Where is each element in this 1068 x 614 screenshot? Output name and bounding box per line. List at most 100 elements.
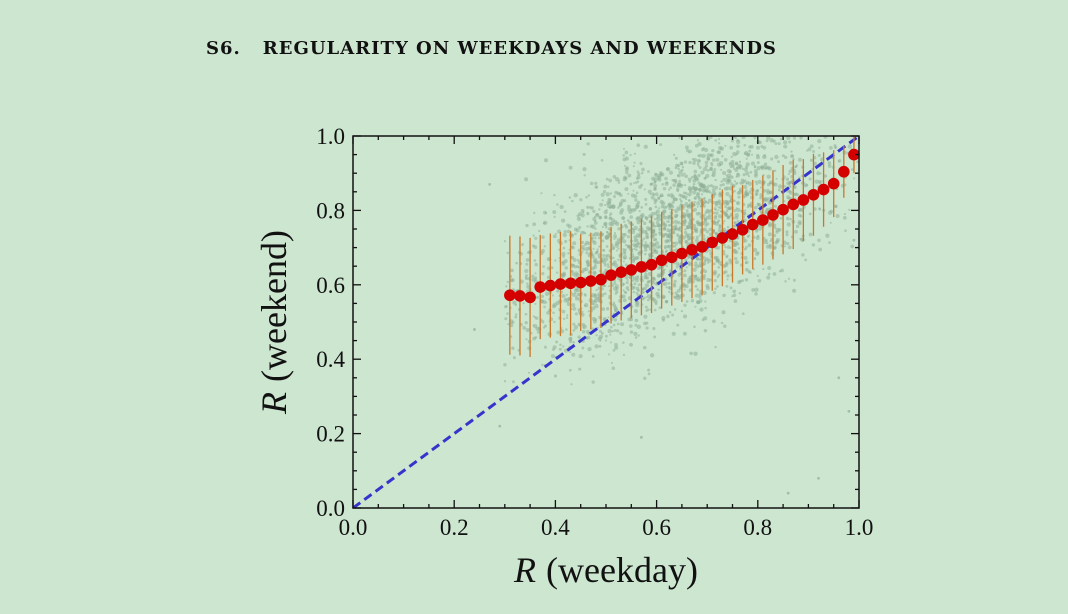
scatter-point [595, 186, 598, 189]
scatter-point [602, 260, 607, 265]
scatter-point [614, 307, 619, 312]
scatter-point [658, 231, 661, 234]
scatter-point [590, 293, 596, 298]
scatter-point [606, 230, 609, 234]
scatter-point [679, 197, 682, 201]
scatter-point [503, 362, 507, 367]
scatter-point [733, 208, 737, 213]
scatter-point [661, 316, 666, 321]
scatter-point [732, 289, 737, 294]
scatter-point [853, 177, 856, 180]
scatter-point [688, 275, 693, 280]
scatter-point [694, 284, 698, 288]
scatter-point [673, 213, 679, 218]
scatter-point [610, 361, 614, 364]
scatter-point [788, 160, 793, 165]
scatter-point [774, 154, 779, 160]
scatter-point [658, 227, 662, 231]
scatter-point [743, 211, 747, 215]
scatter-point [644, 216, 647, 219]
scatter-point [720, 180, 723, 183]
scatter-point [662, 186, 667, 191]
scatter-point [766, 174, 771, 179]
scatter-point [767, 221, 773, 227]
scatter-point [718, 142, 721, 145]
scatter-point [592, 216, 597, 222]
scatter-point [642, 296, 646, 300]
scatter-point [672, 249, 676, 252]
scatter-point [622, 177, 627, 182]
scatter-point [678, 136, 681, 139]
scatter-point [571, 352, 576, 357]
y-axis-title: R (weekend) [254, 230, 294, 415]
scatter-point [614, 263, 619, 268]
scatter-point [774, 226, 777, 230]
scatter-point [593, 221, 598, 225]
scatter-point [701, 188, 706, 193]
scatter-point [620, 322, 625, 327]
scatter-point [651, 280, 656, 285]
scatter-point [693, 174, 698, 179]
scatter-point [644, 229, 648, 233]
scatter-point [599, 329, 602, 333]
scatter-point [618, 179, 621, 182]
scatter-point [808, 232, 813, 237]
scatter-point [667, 244, 671, 248]
scatter-point [643, 188, 646, 191]
scatter-point [743, 143, 747, 147]
scatter-point [524, 177, 529, 182]
scatter-point [624, 187, 629, 192]
scatter-point [526, 282, 529, 285]
scatter-point [769, 138, 774, 143]
scatter-point [588, 234, 591, 237]
scatter-point [659, 143, 663, 147]
scatter-point [641, 287, 645, 291]
scatter-point [622, 239, 627, 244]
scatter-point [616, 322, 620, 326]
scatter-point [763, 154, 767, 157]
scatter-point [706, 201, 710, 205]
scatter-point [763, 165, 768, 170]
scatter-point [712, 291, 716, 295]
scatter-point [566, 302, 571, 307]
scatter-point [813, 207, 817, 211]
mean-point [777, 203, 789, 216]
scatter-point [598, 245, 601, 248]
scatter-point [607, 353, 611, 356]
scatter-point [675, 265, 679, 269]
scatter-point [785, 216, 790, 221]
scatter-point [622, 353, 626, 357]
scatter-point [688, 199, 691, 202]
scatter-point [777, 188, 781, 192]
scatter-point [601, 225, 605, 229]
scatter-point [585, 329, 590, 334]
scatter-point [565, 328, 568, 331]
scatter-point [567, 252, 570, 255]
scatter-point [743, 238, 748, 243]
mean-point [605, 269, 617, 281]
scatter-point [683, 183, 687, 187]
scatter-point [510, 268, 514, 273]
scatter-point [569, 350, 572, 354]
scatter-point [645, 235, 650, 240]
scatter-point [654, 173, 659, 178]
scatter-point [689, 351, 693, 356]
scatter-point [827, 210, 833, 215]
scatter-point [635, 202, 640, 207]
scatter-point [534, 236, 538, 240]
scatter-point [727, 173, 732, 178]
scatter-point [712, 319, 716, 324]
scatter-point [595, 250, 598, 254]
scatter-point [743, 152, 747, 155]
scatter-point [544, 324, 547, 328]
scatter-point [726, 274, 730, 278]
scatter-point [592, 209, 596, 214]
scatter-point [647, 189, 652, 194]
scatter-point [597, 236, 602, 240]
scatter-point [721, 310, 726, 315]
scatter-point [692, 267, 697, 272]
scatter-point [503, 380, 507, 383]
scatter-point [653, 201, 657, 205]
scatter-point [552, 345, 557, 350]
scatter-point [673, 295, 676, 299]
